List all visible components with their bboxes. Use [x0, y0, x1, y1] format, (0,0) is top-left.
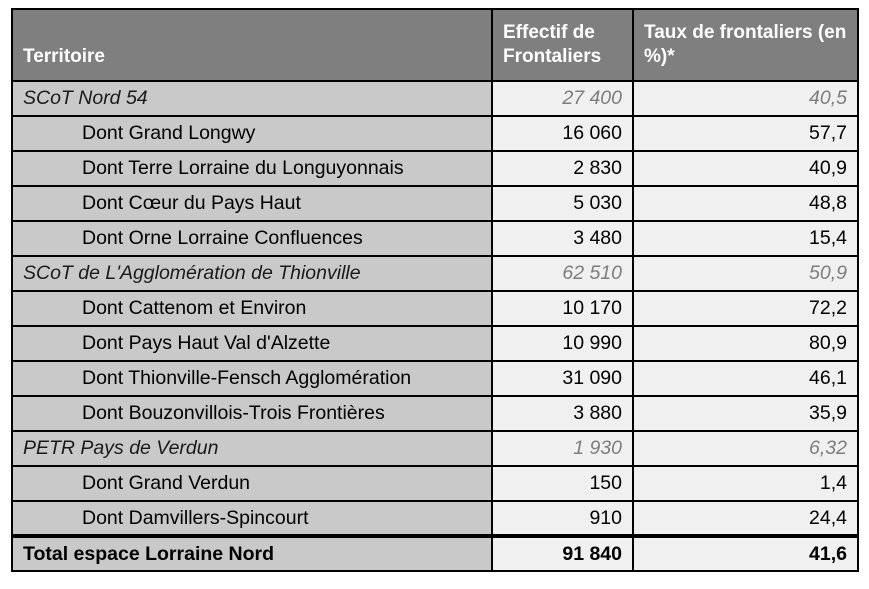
table-row: Dont Bouzonvillois-Trois Frontières 3 880…	[11, 395, 859, 432]
taux-cell: 40,9	[632, 150, 859, 187]
table-row: SCoT de L'Agglomération de Thionville 62 …	[11, 255, 859, 292]
effectif-cell: 62 510	[491, 255, 634, 292]
territory-cell: Dont Thionville-Fensch Agglomération	[11, 360, 493, 397]
table-row: Dont Cattenom et Environ 10 170 72,2	[11, 290, 859, 327]
territory-cell: PETR Pays de Verdun	[11, 430, 493, 467]
effectif-cell: 910	[491, 500, 634, 537]
table-row: SCoT Nord 54 27 400 40,5	[11, 80, 859, 117]
territory-cell: Dont Grand Longwy	[11, 115, 493, 152]
territory-cell: Dont Bouzonvillois-Trois Frontières	[11, 395, 493, 432]
territory-cell: Dont Grand Verdun	[11, 465, 493, 502]
taux-cell: 15,4	[632, 220, 859, 257]
header-row: Territoire Effectif de Frontaliers Taux …	[11, 8, 859, 82]
territory-cell: Dont Cattenom et Environ	[11, 290, 493, 327]
territory-cell: Dont Cœur du Pays Haut	[11, 185, 493, 222]
taux-cell: 72,2	[632, 290, 859, 327]
effectif-cell: 27 400	[491, 80, 634, 117]
taux-cell: 1,4	[632, 465, 859, 502]
territory-cell: Dont Terre Lorraine du Longuyonnais	[11, 150, 493, 187]
taux-cell: 40,5	[632, 80, 859, 117]
col-header-effectif: Effectif de Frontaliers	[491, 8, 634, 82]
effectif-cell: 3 480	[491, 220, 634, 257]
effectif-cell: 31 090	[491, 360, 634, 397]
taux-cell: 48,8	[632, 185, 859, 222]
territory-cell: SCoT Nord 54	[11, 80, 493, 117]
table-body: SCoT Nord 54 27 400 40,5 Dont Grand Longwy 1…	[11, 80, 859, 537]
effectif-cell: 150	[491, 465, 634, 502]
frontaliers-table: Territoire Effectif de Frontaliers Taux …	[11, 8, 859, 572]
effectif-cell: 16 060	[491, 115, 634, 152]
taux-cell: 6,32	[632, 430, 859, 467]
total-taux-value: 41,6	[632, 534, 859, 572]
territory-cell: Dont Orne Lorraine Confluences	[11, 220, 493, 257]
territory-cell: SCoT de L'Agglomération de Thionville	[11, 255, 493, 292]
territory-cell: Dont Damvillers-Spincourt	[11, 500, 493, 537]
effectif-cell: 10 990	[491, 325, 634, 362]
taux-cell: 24,4	[632, 500, 859, 537]
table-row: Dont Pays Haut Val d'Alzette 10 990 80,9	[11, 325, 859, 362]
total-row: Total espace Lorraine Nord 91 840 41,6	[11, 534, 859, 572]
table-row: Dont Damvillers-Spincourt 910 24,4	[11, 500, 859, 537]
table-row: Dont Orne Lorraine Confluences 3 480 15,4	[11, 220, 859, 257]
effectif-cell: 5 030	[491, 185, 634, 222]
taux-cell: 46,1	[632, 360, 859, 397]
taux-cell: 57,7	[632, 115, 859, 152]
col-header-territoire: Territoire	[11, 8, 493, 82]
total-effectif-value: 91 840	[491, 534, 634, 572]
effectif-cell: 2 830	[491, 150, 634, 187]
table-row: Dont Thionville-Fensch Agglomération 31 0…	[11, 360, 859, 397]
table-row: Dont Grand Verdun 150 1,4	[11, 465, 859, 502]
effectif-cell: 3 880	[491, 395, 634, 432]
table-row: Dont Terre Lorraine du Longuyonnais 2 830…	[11, 150, 859, 187]
taux-cell: 35,9	[632, 395, 859, 432]
total-label: Total espace Lorraine Nord	[11, 534, 493, 572]
taux-cell: 50,9	[632, 255, 859, 292]
taux-cell: 80,9	[632, 325, 859, 362]
col-header-taux: Taux de frontaliers (en %)*	[632, 8, 859, 82]
effectif-cell: 1 930	[491, 430, 634, 467]
effectif-cell: 10 170	[491, 290, 634, 327]
table-row: PETR Pays de Verdun 1 930 6,32	[11, 430, 859, 467]
table-row: Dont Grand Longwy 16 060 57,7	[11, 115, 859, 152]
table-row: Dont Cœur du Pays Haut 5 030 48,8	[11, 185, 859, 222]
territory-cell: Dont Pays Haut Val d'Alzette	[11, 325, 493, 362]
